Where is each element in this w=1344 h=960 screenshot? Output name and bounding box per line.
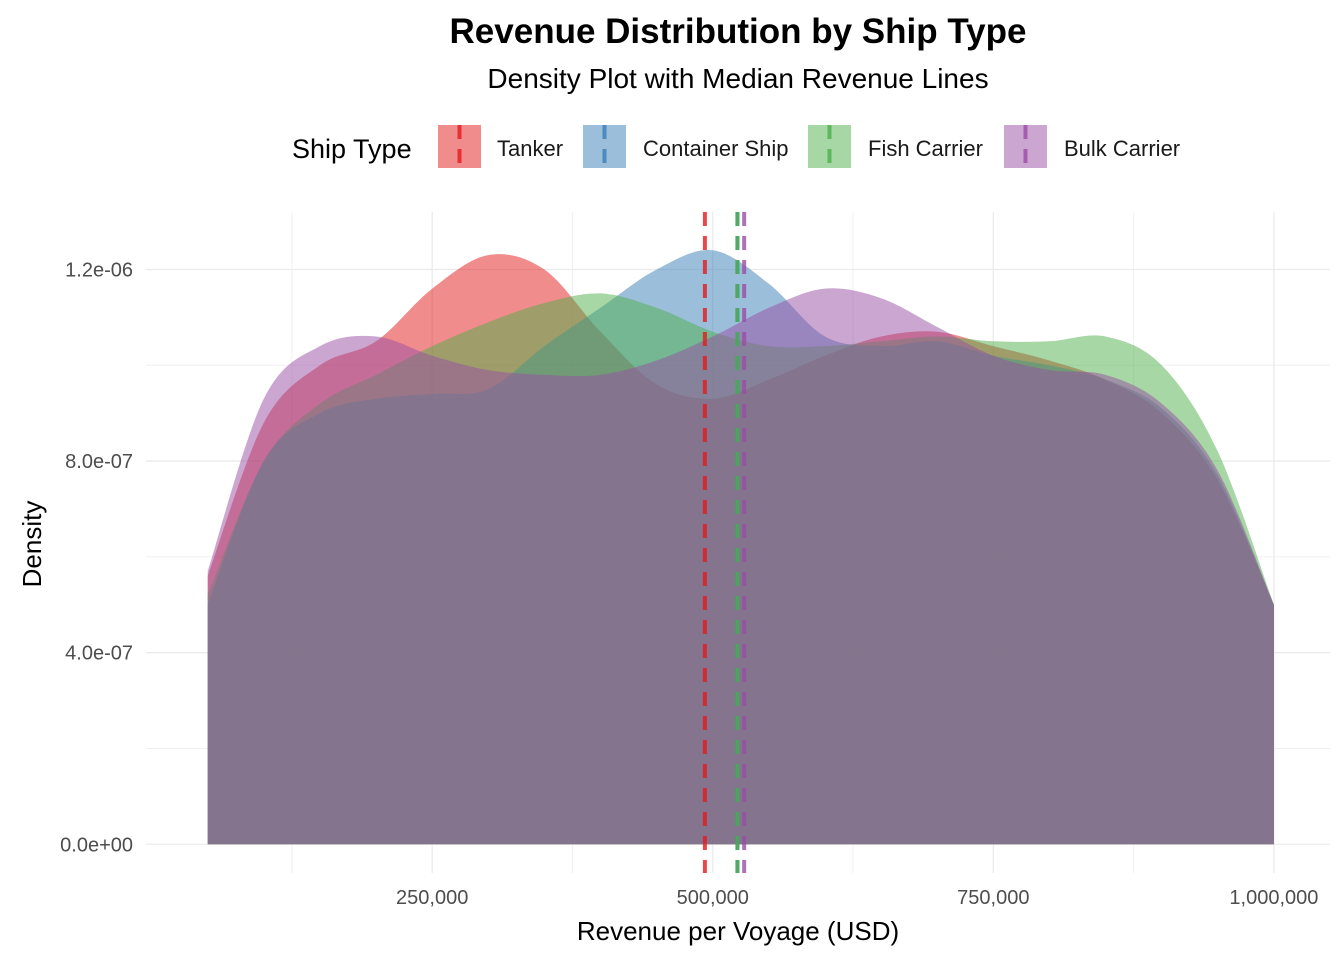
y-axis-title: Density <box>17 501 47 588</box>
y-tick-label: 8.0e-07 <box>65 451 133 473</box>
legend-item-fish-carrier: Fish Carrier <box>808 125 983 168</box>
legend-item-tanker: Tanker <box>438 125 563 168</box>
y-tick-label: 4.0e-07 <box>65 643 133 665</box>
x-axis: 250,000 500,000 750,000 1,000,000 <box>396 887 1318 909</box>
legend: Ship Type Tanker Container Ship Fish Carri… <box>292 125 1180 168</box>
x-tick-label: 1,000,000 <box>1229 887 1318 909</box>
y-axis: 0.0e+00 4.0e-07 8.0e-07 1.2e-06 <box>60 259 133 856</box>
legend-label-tanker: Tanker <box>497 136 563 161</box>
y-tick-label: 0.0e+00 <box>60 834 133 856</box>
legend-label-fish-carrier: Fish Carrier <box>868 136 983 161</box>
x-tick-label: 500,000 <box>677 887 749 909</box>
x-tick-label: 750,000 <box>957 887 1029 909</box>
y-tick-label: 1.2e-06 <box>65 259 133 281</box>
legend-label-container-ship: Container Ship <box>643 136 789 161</box>
density-area-bulk-carrier <box>207 288 1274 845</box>
legend-label-bulk-carrier: Bulk Carrier <box>1064 136 1180 161</box>
legend-title: Ship Type <box>292 134 412 164</box>
x-axis-title: Revenue per Voyage (USD) <box>577 916 899 946</box>
chart-subtitle: Density Plot with Median Revenue Lines <box>487 63 988 94</box>
legend-item-bulk-carrier: Bulk Carrier <box>1004 125 1180 168</box>
legend-item-container-ship: Container Ship <box>583 125 789 168</box>
chart-title: Revenue Distribution by Ship Type <box>450 12 1027 51</box>
plot-area <box>146 212 1330 873</box>
x-tick-label: 250,000 <box>396 887 468 909</box>
